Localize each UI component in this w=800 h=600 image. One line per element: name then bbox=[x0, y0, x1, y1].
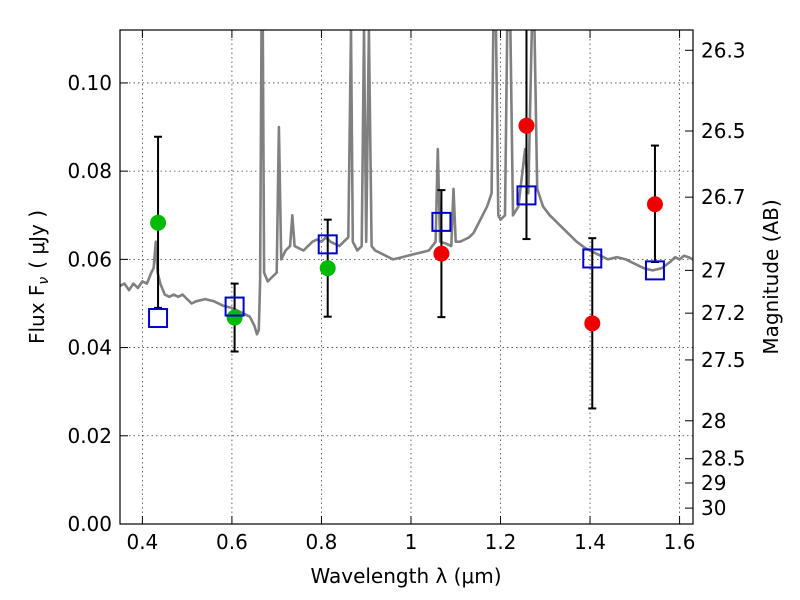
x-axis-title: Wavelength λ (μm) bbox=[310, 564, 501, 588]
right-tick-label: 26.7 bbox=[701, 185, 746, 209]
red-data-point bbox=[584, 315, 601, 332]
spectrum-layer bbox=[120, 30, 693, 336]
y-tick-label: 0.02 bbox=[67, 424, 112, 448]
model-square bbox=[644, 260, 665, 281]
right-tick-label: 28 bbox=[701, 409, 726, 433]
spectrum-line bbox=[120, 30, 693, 336]
red-data-point bbox=[518, 117, 535, 134]
y-tick-label: 0.00 bbox=[67, 512, 112, 536]
y-axis-title-unit: ( μJy ) bbox=[25, 210, 49, 269]
right-tick-label: 28.5 bbox=[701, 447, 746, 471]
plot-frame bbox=[119, 29, 694, 525]
model-square bbox=[582, 248, 603, 269]
x-tick-label: 1 bbox=[405, 530, 418, 554]
x-tick-label: 1.6 bbox=[664, 530, 696, 554]
model-points bbox=[148, 185, 665, 329]
green-data-point bbox=[319, 260, 336, 277]
x-tick-label: 0.8 bbox=[306, 530, 338, 554]
y-axis-title-subscript: ν bbox=[36, 277, 52, 285]
green-data-point bbox=[226, 309, 243, 326]
x-axis-ticks: 0.4 0.6 0.8 1 1.2 1.4 1.6 bbox=[126, 30, 695, 554]
right-tick-label: 29 bbox=[701, 471, 726, 495]
model-square bbox=[317, 234, 338, 255]
green-data-point bbox=[150, 214, 167, 231]
y-tick-label: 0.06 bbox=[67, 247, 112, 271]
model-square bbox=[431, 211, 452, 232]
red-data-point bbox=[646, 196, 663, 213]
model-square bbox=[224, 296, 245, 317]
model-square bbox=[516, 185, 537, 206]
red-data-point bbox=[433, 245, 450, 262]
right-tick-label: 30 bbox=[701, 496, 726, 520]
right-tick-label: 27.5 bbox=[701, 348, 746, 372]
right-tick-label: 26.5 bbox=[701, 119, 746, 143]
right-axis-title: Magnitude (AB) bbox=[759, 199, 783, 354]
y-tick-label: 0.10 bbox=[67, 71, 112, 95]
x-tick-label: 0.6 bbox=[216, 530, 248, 554]
y-axis-ticks: 0.00 0.02 0.04 0.06 0.08 0.10 bbox=[67, 71, 128, 536]
x-tick-label: 0.4 bbox=[126, 530, 158, 554]
y-tick-label: 0.04 bbox=[67, 336, 112, 360]
right-tick-label: 27 bbox=[701, 258, 726, 282]
model-square bbox=[148, 308, 169, 329]
right-tick-label: 27.2 bbox=[701, 301, 746, 325]
y-axis-title: Flux Fν ( μJy ) bbox=[25, 210, 52, 344]
y-axis-title-main: Flux F bbox=[25, 285, 49, 344]
right-tick-label: 26.3 bbox=[701, 38, 746, 62]
observed-points bbox=[150, 117, 663, 332]
x-tick-label: 1.4 bbox=[574, 530, 606, 554]
x-tick-label: 1.2 bbox=[485, 530, 517, 554]
y-tick-label: 0.08 bbox=[67, 159, 112, 183]
